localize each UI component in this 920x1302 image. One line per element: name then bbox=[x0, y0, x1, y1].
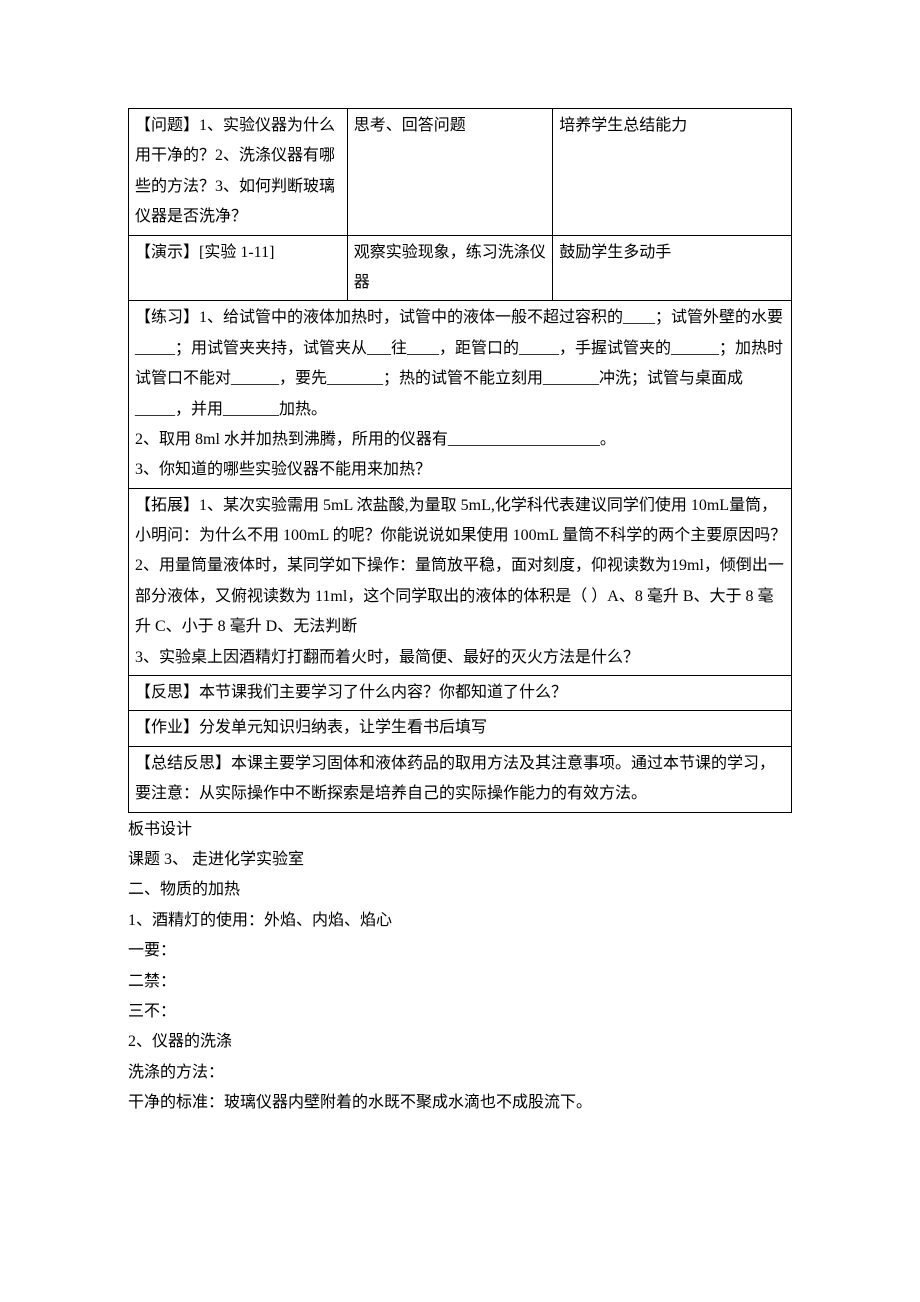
body-text: 2、仪器的洗涤 bbox=[128, 1027, 792, 1057]
board-design-section: 板书设计 课题 3、 走进化学实验室 二、物质的加热 1、酒精灯的使用：外焰、内… bbox=[128, 815, 792, 1119]
section-heading: 二、物质的加热 bbox=[128, 875, 792, 905]
cell-purpose: 鼓励学生多动手 bbox=[553, 235, 792, 301]
page-container: 【问题】1、实验仪器为什么用干净的？2、洗涤仪器有哪些的方法？3、如何判断玻璃仪… bbox=[0, 0, 920, 1302]
body-text: 干净的标准：玻璃仪器内壁附着的水既不聚成水滴也不成股流下。 bbox=[128, 1088, 792, 1118]
cell-question: 【问题】1、实验仪器为什么用干净的？2、洗涤仪器有哪些的方法？3、如何判断玻璃仪… bbox=[129, 109, 348, 236]
body-text: 一要： bbox=[128, 936, 792, 966]
table-row: 【拓展】1、某次实验需用 5mL 浓盐酸,为量取 5mL,化学科代表建议同学们使… bbox=[129, 488, 792, 675]
lesson-table: 【问题】1、实验仪器为什么用干净的？2、洗涤仪器有哪些的方法？3、如何判断玻璃仪… bbox=[128, 108, 792, 813]
table-row: 【练习】1、给试管中的液体加热时，试管中的液体一般不超过容积的____；试管外壁… bbox=[129, 301, 792, 488]
cell-summary: 【总结反思】本课主要学习固体和液体药品的取用方法及其注意事项。通过本节课的学习，… bbox=[129, 746, 792, 812]
lesson-title: 课题 3、 走进化学实验室 bbox=[128, 845, 792, 875]
body-text: 二禁： bbox=[128, 967, 792, 997]
cell-activity: 观察实验现象，练习洗涤仪器 bbox=[347, 235, 553, 301]
table-row: 【作业】分发单元知识归纳表，让学生看书后填写 bbox=[129, 711, 792, 746]
cell-exercise: 【练习】1、给试管中的液体加热时，试管中的液体一般不超过容积的____；试管外壁… bbox=[129, 301, 792, 488]
cell-demo: 【演示】[实验 1-11] bbox=[129, 235, 348, 301]
cell-extension: 【拓展】1、某次实验需用 5mL 浓盐酸,为量取 5mL,化学科代表建议同学们使… bbox=[129, 488, 792, 675]
cell-reflection: 【反思】本节课我们主要学习了什么内容？你都知道了什么？ bbox=[129, 676, 792, 711]
table-row: 【反思】本节课我们主要学习了什么内容？你都知道了什么？ bbox=[129, 676, 792, 711]
body-text: 洗涤的方法： bbox=[128, 1058, 792, 1088]
table-row: 【演示】[实验 1-11] 观察实验现象，练习洗涤仪器 鼓励学生多动手 bbox=[129, 235, 792, 301]
cell-purpose: 培养学生总结能力 bbox=[553, 109, 792, 236]
cell-homework: 【作业】分发单元知识归纳表，让学生看书后填写 bbox=[129, 711, 792, 746]
cell-activity: 思考、回答问题 bbox=[347, 109, 553, 236]
board-design-heading: 板书设计 bbox=[128, 815, 792, 845]
body-text: 三不： bbox=[128, 997, 792, 1027]
body-text: 1、酒精灯的使用：外焰、内焰、焰心 bbox=[128, 906, 792, 936]
table-row: 【总结反思】本课主要学习固体和液体药品的取用方法及其注意事项。通过本节课的学习，… bbox=[129, 746, 792, 812]
table-row: 【问题】1、实验仪器为什么用干净的？2、洗涤仪器有哪些的方法？3、如何判断玻璃仪… bbox=[129, 109, 792, 236]
